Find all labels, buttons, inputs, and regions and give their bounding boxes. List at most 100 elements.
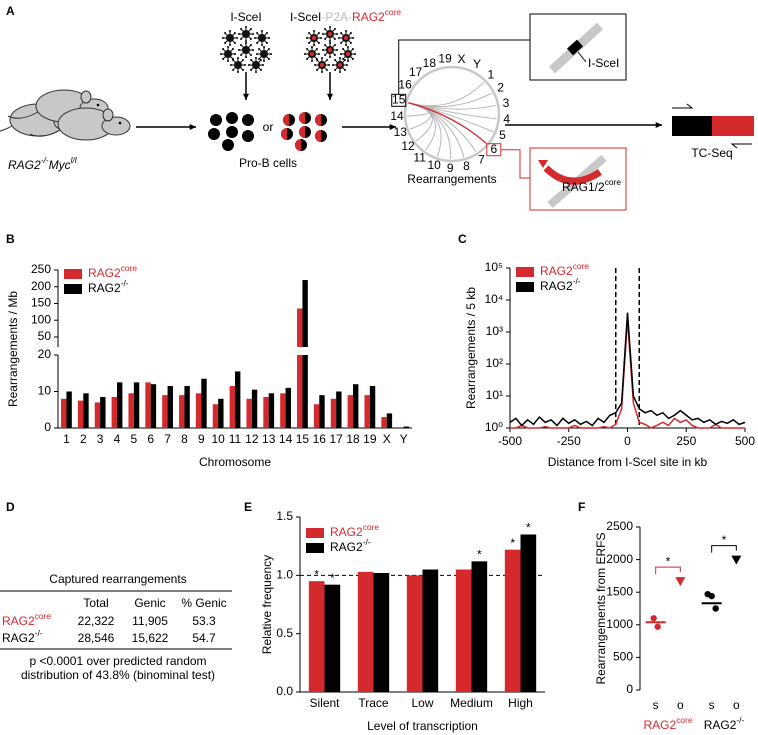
bar [297,355,303,428]
virus-spike-tip [316,68,319,71]
y-tick-label: 0.0 [276,684,293,698]
pointer [577,51,587,63]
method-label: TC-Seq [691,146,732,160]
virus-spike-tip [321,57,323,59]
x-axis-label: Chromosome [199,455,271,469]
virus-label-part: RAG2 [352,10,385,24]
arrow-head [655,121,662,129]
virus-spike-tip [238,33,240,35]
bar [280,393,286,428]
virus-spike-tip [316,59,319,62]
circos-chromosome: 6 [490,142,497,156]
bar [373,573,390,692]
bar [285,387,291,428]
circos-chromosome: 12 [401,139,415,153]
point [650,615,657,622]
x-tick-label: 10 [211,432,225,446]
virus-spike-tip [329,26,331,28]
x-tick-label: X [383,432,391,446]
virus-spike-tip [321,71,323,73]
virus-spike-tip [240,28,243,31]
y-axis-label: Rearrangements / Mb [6,291,20,407]
virus-spike-tip [340,32,343,35]
virus-spike-tip [306,48,309,51]
legend-swatch [306,543,324,553]
virus-spike-tip [240,37,243,40]
circos-chord-red [408,102,487,144]
bar [235,371,241,428]
point [675,577,686,587]
arrow-head [326,93,334,100]
cell-red-half [283,114,289,126]
virus-spike-tip [338,37,340,39]
construct-label-part: I [702,115,705,125]
cell [226,126,238,138]
x-tick-label: o [733,698,740,712]
virus-spike-tip [267,57,270,60]
legend-label-part: core [121,263,138,273]
y-tick-label: 150 [31,296,51,310]
circos-chromosome: 18 [423,56,437,70]
y-tick-label: 20 [38,347,52,361]
virus-spike-tip [237,57,239,59]
x-tick-label: 3 [97,432,104,446]
virus-spike-tip [322,33,324,35]
virus-core [327,47,333,53]
virus-spike-tip [343,68,346,71]
y-tick-label: 1000 [606,617,633,631]
circos-chromosome: 3 [503,96,510,110]
virus-label-part: I-SceI [290,10,321,24]
point [712,605,719,612]
bar [330,398,337,428]
circos-chromosome: 7 [478,153,485,167]
y-tick-label: 50 [38,329,52,343]
virus-spike-tip [265,32,268,35]
mouse-label-part: -/- [41,155,49,165]
virus-spike-tip [265,41,268,44]
virus [234,61,242,69]
virus-spike-tip [340,41,343,44]
legend-swatch [306,528,324,538]
y-tick-label: 10⁵ [485,260,503,274]
virus-spike-tip [324,37,327,40]
virus-label-part: -P2A- [321,10,352,24]
x-tick-label: 250 [676,434,696,448]
x-tick-label: Medium [450,696,493,710]
bar [229,386,235,428]
x-axis-label: Level of transcription [367,719,478,733]
cell [208,128,220,140]
x-tick-label: 0 [624,434,631,448]
rag-arc [543,165,602,185]
virus-spike-tip [222,57,225,60]
virus-spike-tip [339,57,341,59]
virus-label: I-SceI-P2A-RAG2core [290,7,401,24]
or-label: or [263,120,274,134]
cell-red-half [295,139,301,151]
x-tick-label: Low [411,696,433,710]
virus-spike-tip [333,37,336,40]
legend-label-part: RAG2 [540,279,573,293]
virus-spike-tip [229,44,231,46]
virus-spike-tip [329,42,331,44]
table-row-label-part: RAG2 [2,614,35,628]
virus-spike-tip [349,41,352,44]
bar [308,581,325,692]
virus [224,50,232,58]
circos-ring [403,65,501,163]
virus-spike-tip [234,53,236,55]
bar [324,584,341,692]
virus-spike-tip [249,37,252,40]
virus-spike-tip [329,40,331,42]
virus-spike-tip [245,40,247,42]
panel-letter: D [6,500,15,514]
construct-label-part: Myc [680,118,702,132]
cells-label: Pro-B cells [239,156,297,170]
circos-chromosome: 15 [392,92,406,106]
virus-core [327,31,333,37]
mouse-label: RAG2-/-Mycl/l [8,155,78,172]
virus-spike-tip [347,46,349,48]
x-tick-label: 8 [181,432,188,446]
circos-chromosome: 4 [503,112,510,126]
bar [117,382,123,428]
circos-chromosome: 13 [394,125,408,139]
